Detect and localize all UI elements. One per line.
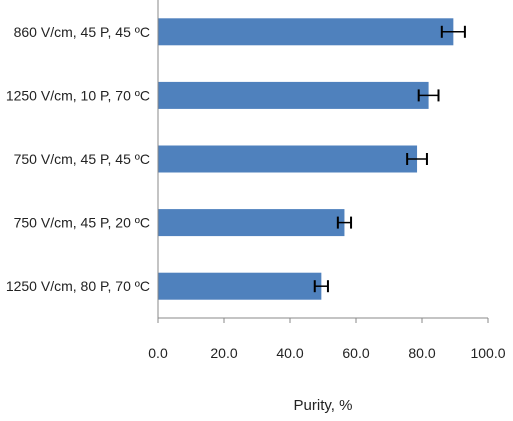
x-ticks-group: 0.0 20.0 40.0 60.0 80.0 100.0 (148, 318, 506, 361)
category-label-4: 1250 V/cm, 80 P, 70 ºC (6, 278, 150, 294)
bar-2 (158, 145, 418, 173)
x-tick-label-1: 20.0 (210, 345, 237, 361)
category-label-3: 750 V/cm, 45 P, 20 ºC (14, 215, 150, 231)
error-bars-group (313, 25, 466, 293)
bar-3 (158, 209, 345, 237)
category-label-2: 750 V/cm, 45 P, 45 ºC (14, 151, 150, 167)
x-tick-label-3: 60.0 (342, 345, 369, 361)
bars-group (158, 18, 454, 300)
category-label-0: 860 V/cm, 45 P, 45 ºC (14, 24, 150, 40)
category-label-1: 1250 V/cm, 10 P, 70 ºC (6, 87, 150, 103)
x-tick-label-0: 0.0 (148, 345, 168, 361)
x-tick-label-4: 80.0 (408, 345, 435, 361)
x-tick-label-2: 40.0 (276, 345, 303, 361)
x-axis (157, 0, 488, 319)
bar-1 (158, 81, 429, 109)
bar-4 (158, 272, 322, 300)
bar-0 (158, 18, 454, 46)
x-axis-title: Purity, % (294, 397, 353, 414)
x-tick-label-5: 100.0 (470, 345, 505, 361)
category-labels-group: 860 V/cm, 45 P, 45 ºC 1250 V/cm, 10 P, 70… (6, 24, 150, 294)
